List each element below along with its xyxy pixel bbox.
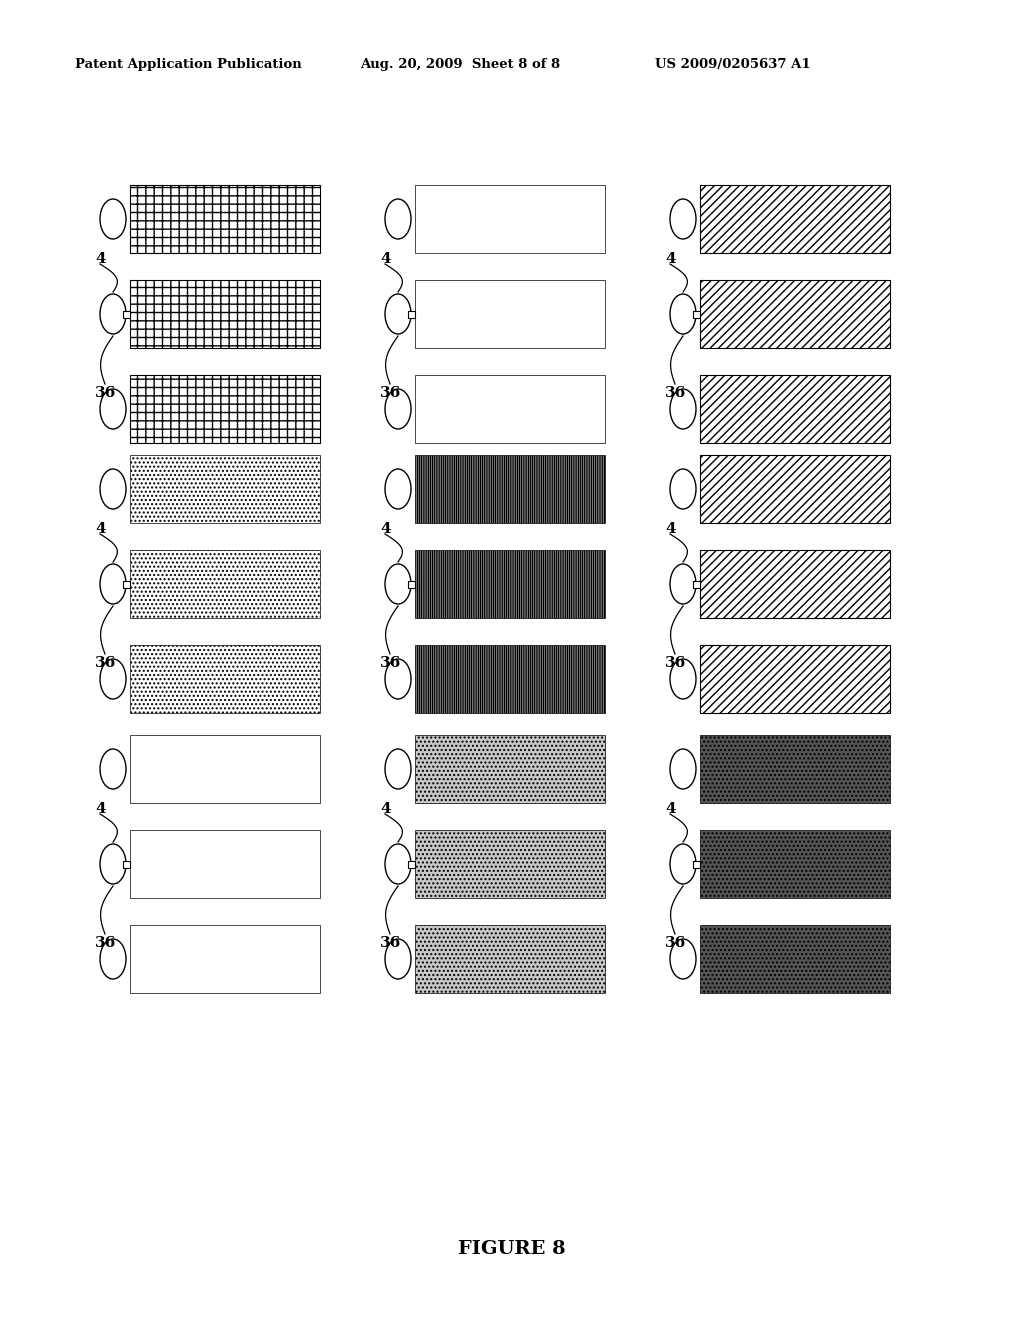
Bar <box>123 861 129 867</box>
Bar <box>700 455 890 523</box>
Bar <box>415 735 605 803</box>
Bar <box>700 280 890 348</box>
Bar <box>415 830 605 898</box>
Text: 36: 36 <box>380 936 401 950</box>
Text: 4: 4 <box>665 521 676 536</box>
Text: Patent Application Publication: Patent Application Publication <box>75 58 302 71</box>
Bar <box>130 550 319 618</box>
Bar <box>415 455 605 523</box>
Ellipse shape <box>670 294 696 334</box>
Text: 4: 4 <box>380 521 390 536</box>
Bar <box>700 830 890 898</box>
Text: 36: 36 <box>95 385 117 400</box>
Bar <box>692 861 699 867</box>
Text: 36: 36 <box>665 656 686 671</box>
Bar <box>130 645 319 713</box>
Ellipse shape <box>670 939 696 979</box>
Bar <box>130 185 319 253</box>
Text: 36: 36 <box>380 656 401 671</box>
Ellipse shape <box>670 389 696 429</box>
Ellipse shape <box>100 564 126 605</box>
Bar <box>415 185 605 253</box>
Text: 4: 4 <box>95 803 105 816</box>
Ellipse shape <box>670 469 696 510</box>
Ellipse shape <box>385 294 411 334</box>
Bar <box>415 925 605 993</box>
Bar <box>130 375 319 444</box>
Ellipse shape <box>385 659 411 700</box>
Text: 4: 4 <box>95 252 105 267</box>
Text: US 2009/0205637 A1: US 2009/0205637 A1 <box>655 58 811 71</box>
Bar <box>415 550 605 618</box>
Bar <box>130 830 319 898</box>
Bar <box>700 375 890 444</box>
Bar <box>130 280 319 348</box>
Ellipse shape <box>100 939 126 979</box>
Ellipse shape <box>385 564 411 605</box>
Bar <box>700 925 890 993</box>
Text: 36: 36 <box>380 385 401 400</box>
Ellipse shape <box>100 294 126 334</box>
Ellipse shape <box>385 389 411 429</box>
Ellipse shape <box>100 843 126 884</box>
Bar <box>408 861 415 867</box>
Text: Aug. 20, 2009  Sheet 8 of 8: Aug. 20, 2009 Sheet 8 of 8 <box>360 58 560 71</box>
Text: 36: 36 <box>665 936 686 950</box>
Bar <box>123 581 129 587</box>
Ellipse shape <box>100 748 126 789</box>
Bar <box>692 310 699 318</box>
Text: 4: 4 <box>380 803 390 816</box>
Text: 4: 4 <box>95 521 105 536</box>
Ellipse shape <box>670 659 696 700</box>
Bar <box>408 581 415 587</box>
Text: 36: 36 <box>95 936 117 950</box>
Bar <box>692 581 699 587</box>
Bar <box>408 310 415 318</box>
Bar <box>415 375 605 444</box>
Text: 4: 4 <box>665 803 676 816</box>
Ellipse shape <box>670 843 696 884</box>
Ellipse shape <box>385 748 411 789</box>
Bar <box>700 550 890 618</box>
Bar <box>415 280 605 348</box>
Text: FIGURE 8: FIGURE 8 <box>458 1239 566 1258</box>
Ellipse shape <box>100 659 126 700</box>
Ellipse shape <box>100 469 126 510</box>
Text: 36: 36 <box>665 385 686 400</box>
Bar <box>700 645 890 713</box>
Bar <box>123 310 129 318</box>
Ellipse shape <box>385 939 411 979</box>
Ellipse shape <box>100 199 126 239</box>
Bar <box>130 925 319 993</box>
Ellipse shape <box>670 564 696 605</box>
Bar <box>130 735 319 803</box>
Ellipse shape <box>385 843 411 884</box>
Text: 4: 4 <box>380 252 390 267</box>
Ellipse shape <box>670 199 696 239</box>
Ellipse shape <box>385 199 411 239</box>
Ellipse shape <box>385 469 411 510</box>
Ellipse shape <box>670 748 696 789</box>
Ellipse shape <box>100 389 126 429</box>
Bar <box>700 735 890 803</box>
Bar <box>700 185 890 253</box>
Text: 4: 4 <box>665 252 676 267</box>
Bar <box>415 645 605 713</box>
Bar <box>130 455 319 523</box>
Text: 36: 36 <box>95 656 117 671</box>
